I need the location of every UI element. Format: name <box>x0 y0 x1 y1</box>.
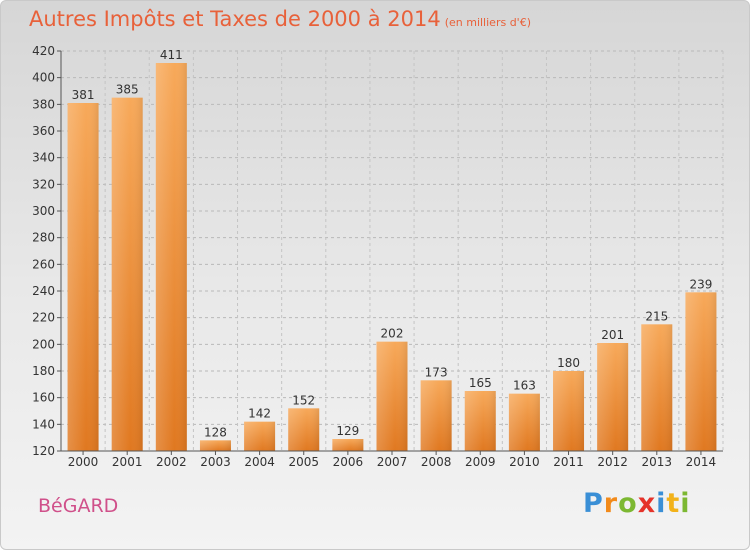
bar-highlight <box>420 380 452 451</box>
bar-value-label: 128 <box>204 425 227 439</box>
logo-letter: i <box>656 488 667 519</box>
logo-letter: o <box>618 488 638 519</box>
bar-highlight <box>508 393 540 451</box>
x-tick-label: 2014 <box>686 455 717 469</box>
bar-highlight <box>244 421 276 451</box>
bar-highlight <box>376 341 408 451</box>
chart-title-text: Autres Impôts et Taxes de 2000 à 2014 <box>29 7 441 31</box>
bar-highlight <box>685 292 717 451</box>
chart-title-unit: (en milliers d'€) <box>444 16 531 29</box>
axes: 120 140 160 180 200 220 240 260 280 300 320 340 360 3… <box>32 44 723 469</box>
y-tick-label: 260 <box>32 257 55 271</box>
bar-value-label: 129 <box>336 424 359 438</box>
bar-value-label: 173 <box>425 365 448 379</box>
bar-highlight <box>199 440 231 451</box>
bar-value-label: 385 <box>116 83 139 97</box>
logo-letter: r <box>603 488 619 519</box>
bar-highlight <box>464 391 496 451</box>
bar-highlight <box>641 324 673 451</box>
bar-highlight <box>288 408 320 451</box>
bar-value-label: 163 <box>513 379 536 393</box>
x-tick-label: 2010 <box>509 455 540 469</box>
x-tick-label: 2004 <box>244 455 275 469</box>
bar-value-label: 411 <box>160 48 183 62</box>
logo-letter: t <box>666 488 681 519</box>
y-tick-label: 400 <box>32 71 55 85</box>
x-tick-label: 2006 <box>333 455 364 469</box>
y-tick-label: 240 <box>32 284 55 298</box>
bar-value-label: 152 <box>292 393 315 407</box>
y-tick-label: 280 <box>32 231 55 245</box>
bar-highlight <box>553 371 585 451</box>
bar-value-label: 215 <box>645 309 668 323</box>
x-tick-label: 2011 <box>553 455 584 469</box>
bar-value-label: 202 <box>381 327 404 341</box>
y-tick-label: 420 <box>32 44 55 58</box>
bar-value-label: 180 <box>557 356 580 370</box>
x-tick-label: 2008 <box>421 455 452 469</box>
bar-value-labels: 381 385 411 128 142 152 129 202 173 165 163 180 201 2… <box>72 48 713 439</box>
bar-highlight <box>111 97 143 452</box>
x-tick-label: 2009 <box>465 455 496 469</box>
x-tick-label: 2007 <box>377 455 408 469</box>
x-tick-label: 2005 <box>288 455 319 469</box>
bar-value-label: 239 <box>689 277 712 291</box>
y-tick-label: 360 <box>32 124 55 138</box>
city-name: BéGARD <box>38 495 119 517</box>
logo-letter: P <box>583 488 604 519</box>
y-tick-label: 120 <box>32 444 55 458</box>
y-tick-label: 140 <box>32 417 55 431</box>
y-tick-label: 380 <box>32 97 55 111</box>
y-tick-label: 320 <box>32 177 55 191</box>
logo-letter: x <box>637 488 657 519</box>
x-tick-label: 2002 <box>156 455 187 469</box>
y-tick-label: 340 <box>32 151 55 165</box>
y-tick-label: 180 <box>32 364 55 378</box>
x-tick-label: 2012 <box>597 455 628 469</box>
bar-value-label: 142 <box>248 407 271 421</box>
y-tick-label: 160 <box>32 391 55 405</box>
bar-highlight <box>67 103 99 451</box>
y-tick-label: 300 <box>32 204 55 218</box>
y-tick-label: 220 <box>32 311 55 325</box>
x-tick-label: 2013 <box>642 455 673 469</box>
x-tick-label: 2003 <box>200 455 231 469</box>
y-tick-label: 200 <box>32 337 55 351</box>
bar-value-label: 165 <box>469 376 492 390</box>
x-tick-label: 2001 <box>112 455 143 469</box>
bar-highlight <box>597 343 629 451</box>
proxiti-logo: Proxiti <box>583 488 691 519</box>
logo-letter: i <box>680 488 691 519</box>
bar-highlight <box>332 439 364 451</box>
bar-value-label: 201 <box>601 328 624 342</box>
chart-title: Autres Impôts et Taxes de 2000 à 2014 (en… <box>29 7 531 31</box>
bar-highlight <box>155 63 187 451</box>
bar-value-label: 381 <box>72 88 95 102</box>
bars <box>67 63 717 452</box>
x-tick-label: 2000 <box>68 455 99 469</box>
